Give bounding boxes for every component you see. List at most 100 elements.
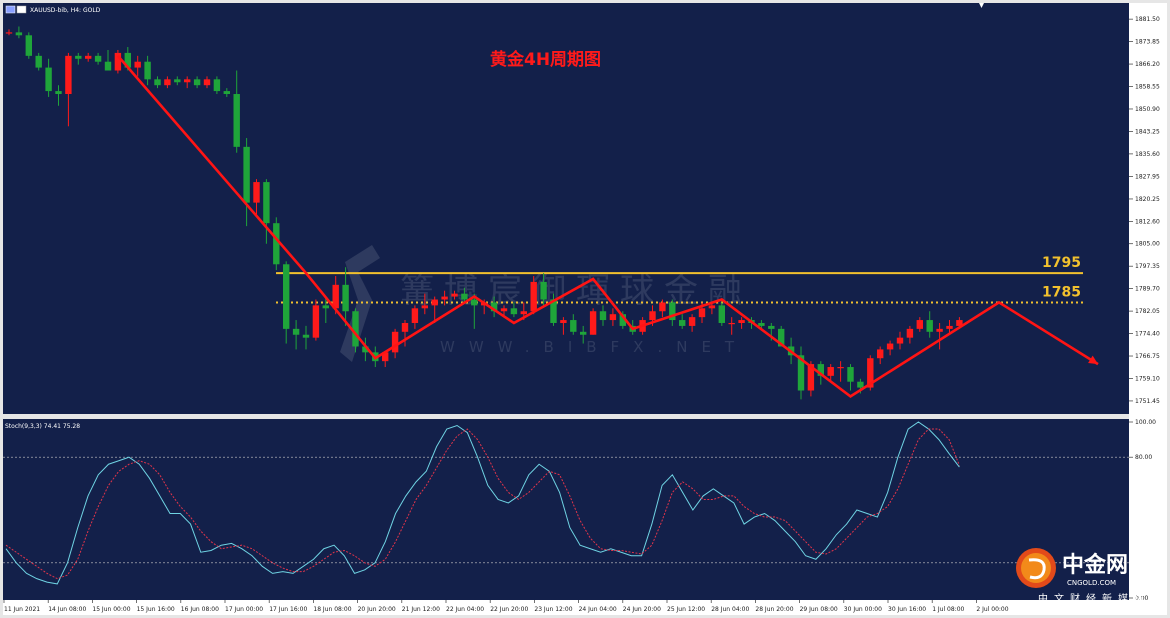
time-tick-label: 30 Jun 16:00	[888, 606, 926, 613]
candle-body	[154, 79, 161, 86]
candle-body	[352, 311, 359, 347]
time-tick-label: 16 Jun 08:00	[181, 606, 219, 613]
time-tick-label: 14 Jun 08:00	[48, 606, 86, 613]
candle-body	[827, 367, 834, 376]
time-tick-label: 24 Jun 20:00	[623, 606, 661, 613]
logo-slogan: 中文财经新媒体	[1038, 592, 1150, 605]
price-tick-label: 1881.50	[1135, 16, 1160, 23]
candle-body	[679, 320, 686, 326]
price-tick-label: 1820.25	[1135, 196, 1160, 203]
logo-domain: CNGOLD.COM	[1067, 579, 1116, 587]
chart-window-icon	[5, 5, 16, 14]
watermark-en: WWW.BIBFX.NET	[440, 338, 748, 356]
time-tick-label: 17 Jun 16:00	[269, 606, 307, 613]
candle-body	[847, 367, 854, 382]
candle-body	[807, 364, 815, 391]
candle-body	[401, 322, 409, 332]
candle-body	[5, 32, 13, 34]
candle-body	[589, 311, 597, 335]
trend-arrowhead	[1088, 355, 1098, 365]
time-tick-label: 25 Jun 12:00	[667, 606, 705, 613]
candle-body	[283, 264, 290, 329]
candle-body	[104, 61, 112, 71]
stoch-label: Stoch(9,3,3) 74.41 75.28	[5, 423, 80, 430]
time-tick-label: 21 Jun 12:00	[402, 606, 440, 613]
time-tick-label: 18 Jun 08:00	[313, 606, 351, 613]
price-tick-label: 1751.45	[1135, 398, 1160, 405]
logo-mark-icon	[1028, 558, 1046, 580]
candle-body	[708, 305, 716, 309]
candle-body	[322, 305, 329, 309]
candle-body	[411, 308, 419, 323]
price-tick-label: 1759.10	[1135, 375, 1160, 382]
candle-body	[698, 308, 706, 318]
candle-body	[599, 311, 607, 321]
price-tick-label: 1766.75	[1135, 353, 1160, 360]
time-scale	[3, 600, 1167, 615]
trend-line	[116, 54, 1099, 398]
candle-body	[857, 381, 864, 388]
candle-body	[956, 320, 963, 326]
price-tick-label: 1774.40	[1135, 331, 1160, 338]
symbol-info: XAUUSD-bib, H4: GOLD	[30, 7, 101, 14]
candle-body	[431, 299, 438, 306]
candle-body	[124, 52, 131, 68]
time-tick-label: 24 Jun 04:00	[579, 606, 617, 613]
candle-body	[560, 320, 567, 323]
candle-body	[391, 331, 399, 353]
logo-inner-icon	[1021, 553, 1051, 583]
candle-body	[451, 293, 458, 297]
time-tick-label: 28 Jun 20:00	[755, 606, 793, 613]
candle-body	[421, 305, 428, 309]
main-plot-area[interactable]	[3, 3, 1129, 414]
watermark-cn: 篝博宸御琿球金融	[400, 271, 752, 311]
shift-marker-icon[interactable]	[979, 3, 984, 8]
watermark-logo-icon	[340, 245, 380, 362]
price-tick-label: 1827.95	[1135, 173, 1160, 180]
stoch-main-line	[5, 421, 960, 585]
chart-menu-icon[interactable]	[16, 5, 27, 14]
candle-body	[382, 352, 389, 362]
price-tick-label: 1835.60	[1135, 151, 1160, 158]
candle-body	[510, 308, 518, 315]
chart-title: 黄金4H周期图	[490, 49, 601, 70]
price-tick-label: 1789.70	[1135, 286, 1160, 293]
candle-body	[312, 305, 320, 338]
candle-body	[946, 325, 953, 329]
levels-layer: 1795 1785	[276, 255, 1083, 304]
candle-body	[768, 325, 775, 329]
time-tick-label: 28 Jun 04:00	[711, 606, 749, 613]
candle-body	[738, 320, 745, 323]
candle-body	[500, 308, 508, 312]
candle-body	[649, 311, 656, 321]
candle-body	[164, 79, 171, 86]
candle-body	[233, 94, 240, 147]
time-tick-label: 15 Jun 00:00	[92, 606, 130, 613]
candle-body	[263, 182, 270, 224]
candle-body	[659, 302, 666, 312]
candle-body	[15, 32, 23, 36]
candle-body	[490, 302, 498, 312]
time-tick-label: 1 Jul 08:00	[932, 606, 964, 613]
price-tick-label: 1850.90	[1135, 106, 1160, 113]
candle-body	[253, 182, 260, 203]
candle-body	[718, 305, 725, 323]
candle-body	[114, 52, 122, 71]
candle-body	[292, 328, 300, 335]
candle-body	[688, 317, 696, 326]
candle-body	[65, 55, 72, 95]
candle-body	[619, 314, 626, 326]
candle-body	[362, 346, 369, 353]
time-tick-label: 11 Jun 2021	[4, 606, 40, 613]
time-tick-label: 22 Jun 20:00	[490, 606, 528, 613]
time-axis-ticks: 11 Jun 2021 14 Jun 08:00 15 Jun 00:00 15 Ju…	[3, 600, 1009, 613]
stoch-tick-label: 80.00	[1135, 454, 1152, 461]
indicator-plot-area[interactable]	[3, 419, 1129, 600]
level-label-1785: 1785	[1042, 284, 1081, 300]
candle-body	[778, 328, 785, 347]
candle-body	[886, 343, 894, 350]
price-tick-label: 1843.25	[1135, 128, 1160, 135]
candle-body	[877, 349, 884, 359]
candle-body	[936, 328, 943, 332]
